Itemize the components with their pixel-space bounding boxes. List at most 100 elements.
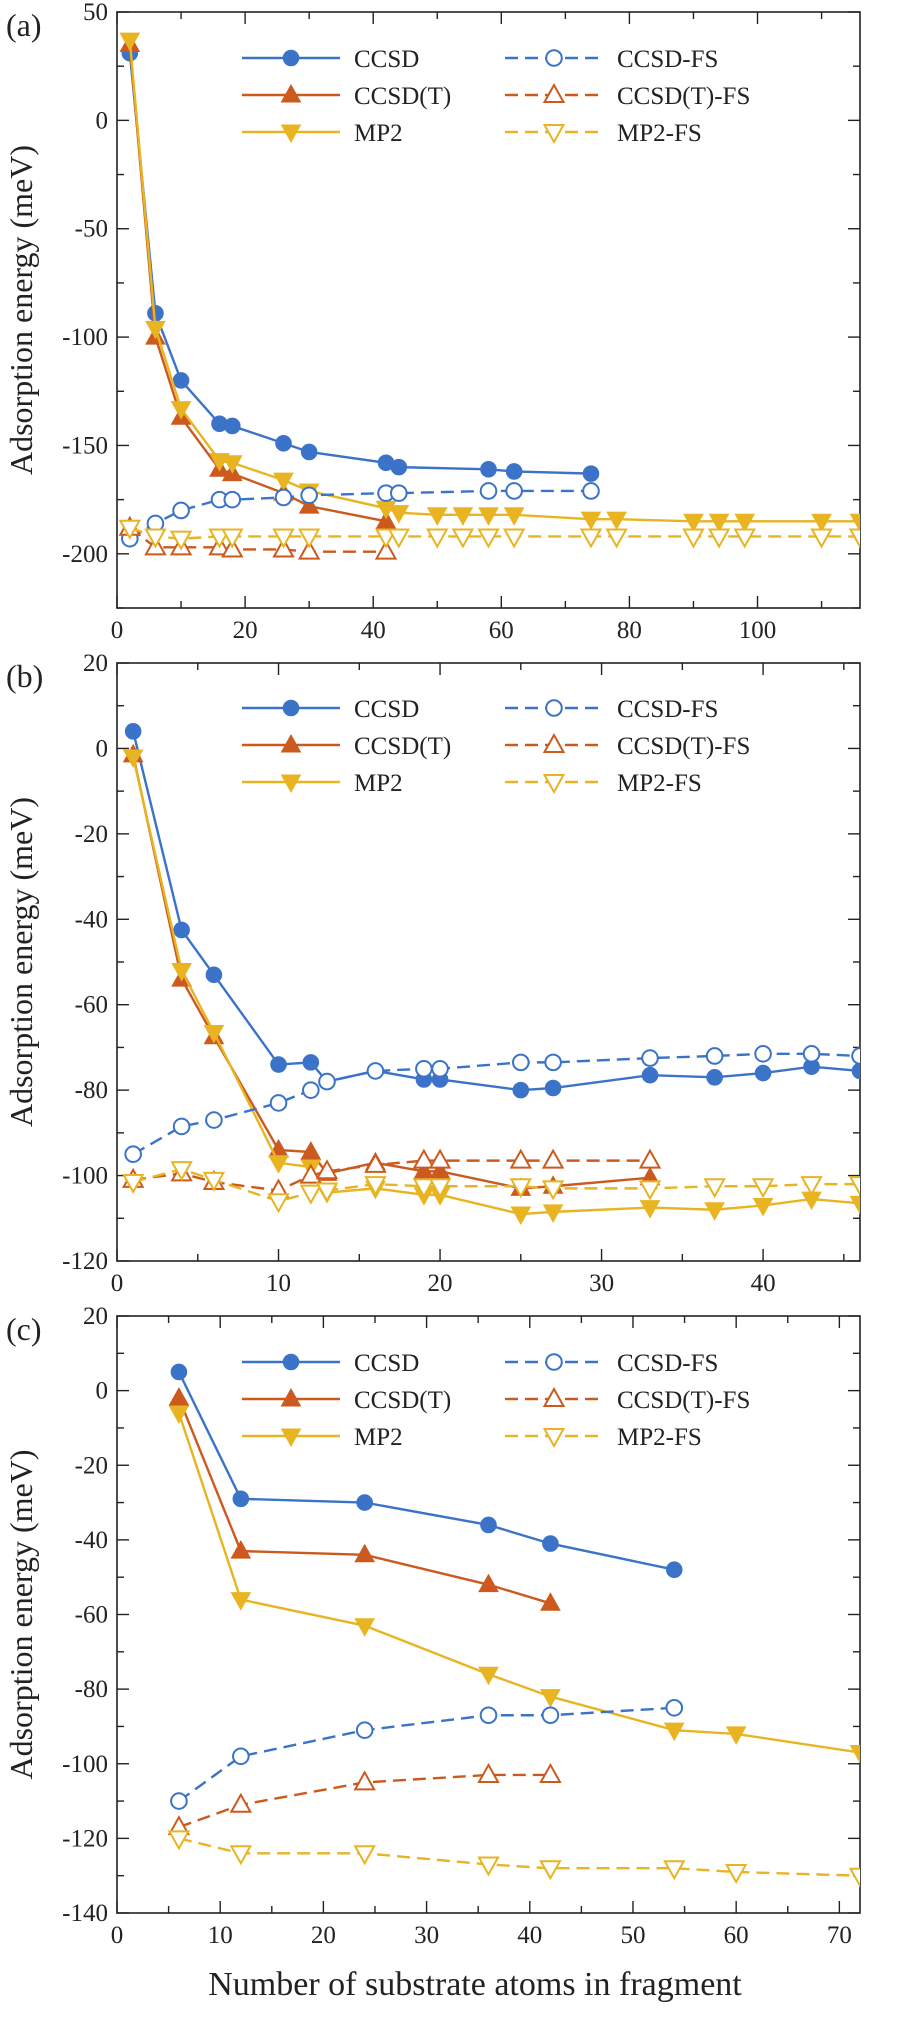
y-axis-label: Adsorption energy (meV) (3, 145, 39, 475)
series-ccsd-t-fs (167, 1762, 562, 1836)
legend-item: CCSD (242, 1350, 419, 1377)
series-line (128, 53, 592, 475)
data-point (374, 539, 398, 560)
data-point (366, 1062, 385, 1080)
plot-area (118, 32, 860, 560)
data-point (480, 460, 497, 478)
panel-label: (c) (6, 1311, 42, 1347)
legend-marker (280, 1387, 302, 1407)
panel-a: 0 20 40 60 80 100 -200 -150 -100 -50 0 50 (a) Adsorpt… (3, 0, 861, 644)
y-tick-label: -80 (75, 1077, 108, 1104)
y-axis-label: Adsorption energy (meV) (3, 1450, 39, 1780)
data-point (682, 528, 705, 549)
data-point (512, 1081, 530, 1099)
data-point (478, 1666, 499, 1686)
series-mp2 (168, 1405, 860, 1764)
legend-marker (542, 82, 566, 103)
legend-label: CCSD-FS (617, 46, 718, 73)
data-point (683, 513, 704, 533)
data-point (145, 320, 166, 340)
data-point (540, 1592, 561, 1611)
data-point (582, 465, 600, 482)
legend-item: CCSD (242, 46, 419, 73)
series-line (177, 1371, 675, 1571)
data-point (605, 528, 628, 549)
legend-label: MP2-FS (617, 1424, 702, 1451)
data-point (426, 528, 449, 549)
data-point (663, 1722, 685, 1742)
data-point (479, 1706, 498, 1725)
data-point (390, 484, 408, 502)
data-point (638, 1148, 662, 1169)
data-point (505, 482, 523, 500)
legend-item: CCSD-FS (505, 46, 718, 73)
data-point (118, 519, 142, 540)
series-mp2-fs (167, 1830, 860, 1888)
data-point (754, 1064, 772, 1082)
data-point (810, 528, 833, 549)
data-point (539, 1762, 562, 1783)
data-point (544, 1053, 562, 1072)
legend-label: CCSD(T)-FS (617, 1387, 750, 1414)
series-ccsd (121, 44, 600, 482)
data-point (503, 507, 525, 526)
series-mp2-fs (118, 519, 860, 551)
data-point (203, 1024, 225, 1044)
plot-frame (116, 11, 861, 609)
legend: CCSD CCSD(T) MP2 CCSD-FS CCSD(T)-FS MP2-FS (242, 1350, 750, 1451)
data-point (733, 528, 756, 549)
data-point (122, 749, 144, 768)
data-point (502, 528, 526, 549)
data-point (505, 463, 523, 480)
x-tick-label: 10 (266, 1270, 291, 1297)
x-tick-label: 40 (751, 1270, 776, 1297)
data-point (270, 1056, 287, 1073)
data-point (299, 1163, 323, 1184)
legend-item: MP2 (242, 120, 403, 147)
data-point (638, 1180, 662, 1201)
series-line (131, 756, 860, 1216)
legend-marker (280, 1428, 302, 1448)
x-tick-label: 50 (620, 1922, 645, 1949)
data-point (229, 1792, 253, 1813)
data-point (232, 1490, 250, 1508)
data-point (297, 539, 321, 560)
legend-item: MP2-FS (505, 120, 702, 147)
data-point (579, 528, 603, 549)
data-point (354, 1543, 376, 1563)
data-point (315, 1159, 339, 1180)
legend-label: CCSD-FS (617, 696, 718, 723)
legend-label: MP2 (354, 770, 403, 797)
x-tick-label: 10 (208, 1922, 233, 1949)
legend-label: CCSD-FS (617, 1350, 718, 1377)
data-point (267, 1193, 290, 1214)
x-tick-label: 20 (311, 1922, 336, 1949)
data-point (478, 1573, 499, 1593)
data-point (124, 723, 142, 740)
data-point (412, 1148, 436, 1169)
legend-label: CCSD(T)-FS (617, 733, 750, 760)
legend-label: CCSD(T) (354, 733, 451, 760)
legend-item: MP2 (242, 1424, 403, 1451)
data-point (706, 1069, 723, 1086)
legend-label: MP2-FS (617, 770, 702, 797)
panel-label: (a) (6, 7, 42, 43)
data-point (428, 1178, 452, 1199)
data-point (754, 1045, 772, 1063)
data-point (428, 1148, 452, 1169)
data-point (849, 1745, 860, 1764)
legend-label: CCSD(T)-FS (617, 83, 750, 110)
data-point (415, 1059, 433, 1078)
series-mp2 (119, 32, 860, 533)
x-tick-label: 60 (489, 617, 514, 644)
data-point (173, 921, 190, 939)
data-point (705, 1047, 724, 1065)
legend-item: CCSD(T) (242, 1387, 451, 1414)
data-point (223, 490, 242, 509)
data-point (703, 1178, 726, 1199)
data-point (848, 1867, 860, 1888)
legend-item: CCSD (242, 696, 419, 723)
y-tick-label: 0 (96, 735, 109, 762)
